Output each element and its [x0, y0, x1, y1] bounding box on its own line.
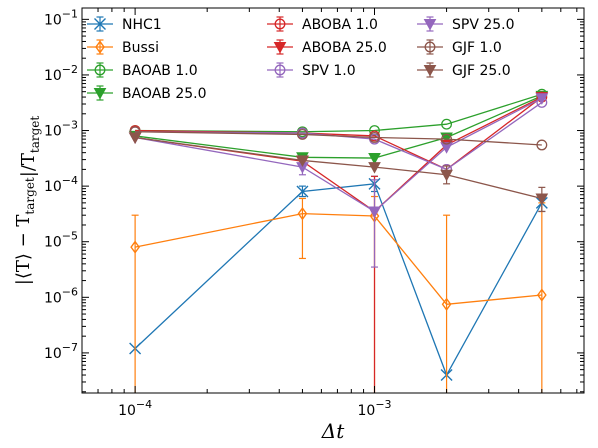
legend-marker — [274, 64, 286, 76]
legend-entry-gjf-1-0: GJF 1.0 — [417, 39, 502, 56]
data-point — [296, 129, 308, 140]
series-line — [135, 131, 542, 146]
legend-label: ABOBA 1.0 — [302, 17, 378, 33]
series-line — [135, 96, 543, 213]
series-gjf-25-0 — [128, 132, 549, 213]
data-point — [130, 240, 140, 254]
y-tick-label: 10−1 — [44, 7, 78, 28]
y-tick-label: 10−3 — [44, 119, 78, 140]
data-point — [368, 153, 381, 165]
data-point — [296, 155, 309, 167]
legend-entry-spv-25-0: SPV 25.0 — [417, 16, 515, 33]
x-tick-label: 10−4 — [118, 398, 152, 419]
legend-label: SPV 1.0 — [302, 63, 356, 79]
data-point — [368, 206, 381, 219]
legend-label: BAOAB 25.0 — [122, 86, 207, 102]
x-axis-title: Δt — [321, 419, 345, 443]
legend-entry-gjf-25-0: GJF 25.0 — [417, 62, 511, 79]
legend-label: GJF 1.0 — [452, 40, 502, 56]
data-point — [536, 139, 548, 151]
data-point — [536, 288, 547, 302]
series-line — [134, 183, 543, 377]
y-tick-label: 10−4 — [44, 174, 78, 195]
legend-marker — [94, 64, 106, 76]
data-point — [440, 142, 453, 154]
series-layer — [128, 88, 549, 393]
legend: NHC1 Bussi BAOAB 1.0 BAOAB 25.0 ABOBA 1.0 ABO… — [87, 16, 515, 102]
legend-label: ABOBA 25.0 — [302, 40, 387, 56]
ticks-layer: 10−4 10−3 10−7 10−6 10−5 10−4 10−3 10−2 10−1 — [44, 7, 584, 419]
data-point — [440, 169, 453, 182]
axis-titles: Δt |⟨T⟩ − Ttarget|/Ttarget — [13, 116, 345, 443]
legend-marker — [274, 18, 286, 30]
legend-label: Bussi — [122, 40, 159, 56]
plot-frame — [81, 7, 585, 394]
series-line — [135, 101, 543, 171]
data-point — [441, 118, 453, 130]
series-spv-25-0 — [128, 93, 549, 268]
y-tick-label: 10−7 — [44, 341, 78, 362]
legend-label: BAOAB 1.0 — [122, 63, 198, 79]
legend-marker — [423, 19, 437, 31]
legend-entry-aboba-25-0: ABOBA 25.0 — [267, 39, 387, 56]
y-axis-title: |⟨T⟩ − Ttarget|/Ttarget — [13, 116, 42, 286]
legend-marker — [95, 40, 105, 54]
legend-label: GJF 25.0 — [452, 63, 511, 79]
legend-entry-spv-1-0: SPV 1.0 — [267, 62, 356, 79]
data-point — [297, 206, 308, 221]
legend-label: NHC1 — [122, 17, 162, 33]
series-bussi — [130, 195, 547, 393]
y-tick-label: 10−6 — [44, 285, 78, 306]
series-gjf-1-0 — [129, 126, 548, 151]
legend-entry-baoab-25-0: BAOAB 25.0 — [87, 85, 207, 102]
legend-entry-baoab-1-0: BAOAB 1.0 — [87, 62, 198, 79]
legend-marker — [273, 42, 287, 54]
data-point — [369, 132, 380, 143]
legend-label: SPV 25.0 — [452, 17, 515, 33]
data-point — [441, 133, 453, 145]
series-line — [134, 97, 543, 213]
data-point — [535, 193, 549, 205]
legend-marker — [423, 65, 437, 77]
legend-marker — [424, 41, 436, 53]
data-point — [441, 297, 452, 311]
data-point — [128, 132, 142, 145]
legend-entry-aboba-1-0: ABOBA 1.0 — [267, 16, 378, 33]
legend-entry-nhc1: NHC1 — [87, 16, 162, 33]
data-point — [296, 185, 309, 198]
x-tick-label: 10−3 — [357, 398, 391, 419]
y-tick-label: 10−5 — [44, 230, 78, 251]
data-point — [368, 162, 381, 174]
legend-entry-bussi: Bussi — [87, 39, 159, 56]
series-nhc1 — [129, 175, 548, 382]
data-point — [535, 93, 549, 105]
legend-marker — [93, 88, 107, 100]
legend-marker — [94, 18, 106, 30]
y-tick-label: 10−2 — [44, 63, 78, 84]
